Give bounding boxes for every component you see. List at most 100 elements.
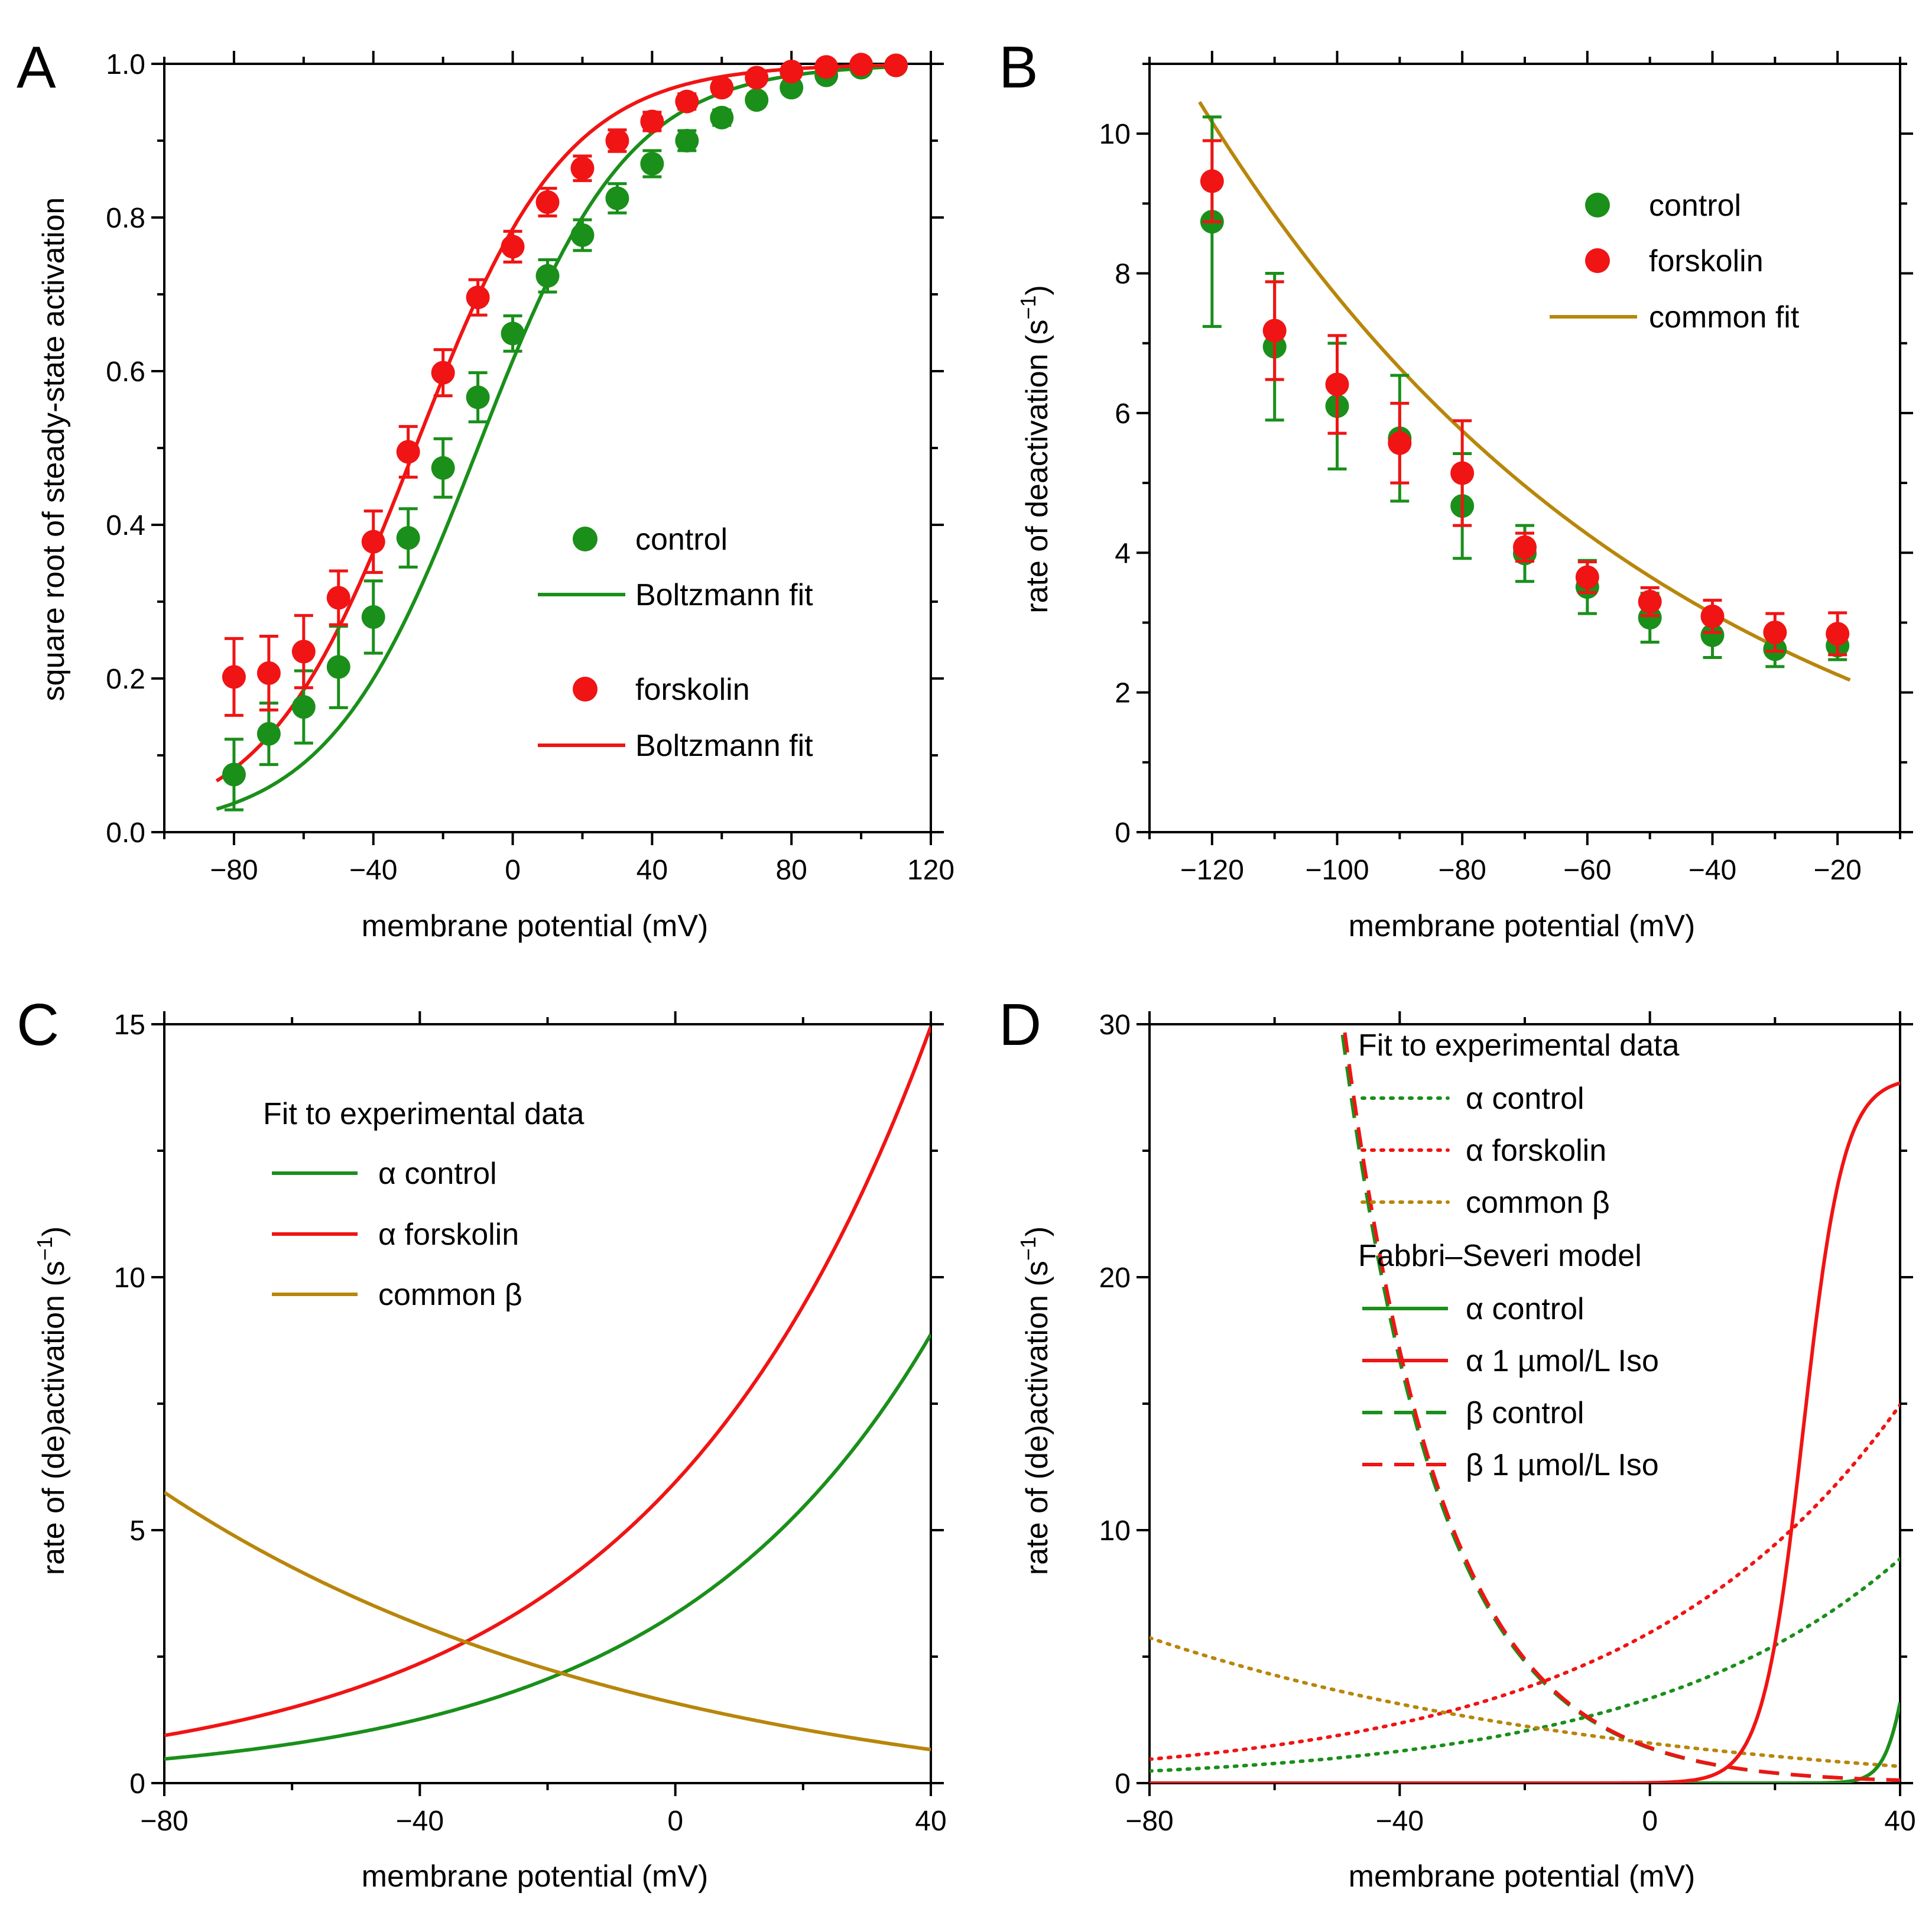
panel-c-series-line--control bbox=[164, 1333, 931, 1761]
panel-c-series-line-common- bbox=[164, 1491, 931, 1752]
panel-d-legend-model-alpha-control-label: α control bbox=[1466, 1292, 1584, 1326]
panel-d-legend-fit-alpha-forskolin-label: α forskolin bbox=[1466, 1134, 1606, 1168]
panel-c-y-tick-label: 5 bbox=[129, 1515, 145, 1547]
panel-c-legend-title: Fit to experimental data bbox=[263, 1097, 584, 1131]
panel-a-data-point-control bbox=[675, 129, 699, 152]
panel-letter-b: B bbox=[999, 34, 1038, 100]
panel-c-legend-alpha-control-label: α control bbox=[378, 1157, 497, 1191]
panel-c-legend-common-beta-label: common β bbox=[378, 1278, 522, 1312]
panel-d-x-tick-label: 0 bbox=[1642, 1806, 1658, 1837]
panel-b-y-tick-label: 10 bbox=[1099, 119, 1131, 150]
panel-a-data-point-forskolin bbox=[605, 129, 629, 152]
panel-a-y-tick-label: 0.2 bbox=[106, 664, 145, 695]
panel-c-y-axis-title-end: ) bbox=[37, 1226, 71, 1236]
panel-d-x-axis-title: membrane potential (mV) bbox=[1349, 1859, 1696, 1894]
panel-a-data-point-control bbox=[570, 223, 595, 247]
panel-c-y-tick-label: 10 bbox=[114, 1262, 145, 1294]
panel-a-y-tick-label: 0.8 bbox=[106, 203, 145, 234]
panel-a-data-point-control bbox=[605, 186, 629, 210]
panel-b-x-tick-label: −20 bbox=[1813, 855, 1861, 886]
panel-c-x-tick-label: 40 bbox=[915, 1806, 946, 1837]
panel-b-y-tick-label: 0 bbox=[1115, 817, 1131, 849]
panel-a-y-tick-label: 1.0 bbox=[106, 49, 145, 80]
panel-d-series-line--1-mol-l-iso bbox=[1150, 1081, 1900, 1783]
panel-a-data-point-control bbox=[466, 385, 490, 410]
panel-d-legend-fit-common-beta-label: common β bbox=[1466, 1186, 1610, 1220]
panel-d: D −80 −40 0 40 0 10 20 30 membrane potential (m… bbox=[999, 992, 1916, 1894]
panel-b-x-tick-label: −80 bbox=[1438, 855, 1486, 886]
panel-b-series-line-common-fit bbox=[1198, 100, 1851, 682]
panel-d-ticks: −80 −40 0 40 0 10 20 30 bbox=[1099, 1009, 1916, 1837]
panel-a-data-point-forskolin bbox=[849, 53, 874, 77]
panel-a-data-point-control bbox=[256, 722, 281, 746]
panel-a-data-point-forskolin bbox=[256, 661, 281, 685]
panel-c-x-tick-label: 0 bbox=[667, 1806, 683, 1837]
panel-a-legend-control-fit-label: Boltzmann fit bbox=[635, 578, 813, 612]
panel-d-y-axis-title: rate of (de)activation (s−1) bbox=[1016, 1226, 1055, 1575]
panel-a-data-point-forskolin bbox=[501, 235, 525, 259]
panel-d-x-tick-label: −40 bbox=[1376, 1806, 1424, 1837]
panel-a-data-point-forskolin bbox=[814, 55, 839, 79]
panel-a-data-point-control bbox=[431, 456, 455, 480]
panel-a-data-point-forskolin bbox=[710, 76, 734, 100]
panel-a-data-point-control bbox=[361, 605, 385, 629]
panel-a-data-point-control bbox=[291, 695, 316, 719]
panel-a-data-point-forskolin bbox=[326, 586, 350, 610]
panel-b-marks bbox=[1198, 100, 1851, 682]
panel-b-legend: control forskolin common fit bbox=[1550, 189, 1800, 335]
panel-a-data-point-forskolin bbox=[466, 285, 490, 310]
panel-d-legend: Fit to experimental data α control α for… bbox=[1358, 1028, 1679, 1482]
panel-b-legend-forskolin-marker bbox=[1585, 248, 1610, 273]
panel-a-data-point-forskolin bbox=[431, 361, 455, 385]
panel-c-y-axis-title-sup: −1 bbox=[33, 1236, 57, 1261]
panel-c-legend: Fit to experimental data α control α for… bbox=[263, 1097, 584, 1312]
panel-a-x-tick-label: −40 bbox=[349, 855, 397, 886]
panel-d-y-tick-label: 0 bbox=[1115, 1768, 1131, 1800]
panel-a-data-point-forskolin bbox=[535, 190, 560, 214]
panel-c-x-tick-label: −80 bbox=[140, 1806, 188, 1837]
panel-b-data-point-forskolin bbox=[1638, 590, 1662, 613]
panel-a-series-line-boltzmann-fit bbox=[215, 64, 896, 783]
panel-d-legend-model-beta-iso-label: β 1 µmol/L Iso bbox=[1466, 1448, 1659, 1482]
panel-d-series-line--1-mol-l-iso bbox=[1342, 1024, 1900, 1783]
panel-b-y-tick-label: 2 bbox=[1115, 678, 1131, 709]
panel-a-data-point-control bbox=[222, 762, 246, 787]
panel-c-series-line--forskolin bbox=[164, 1025, 931, 1738]
panel-b-axes-box bbox=[1148, 63, 1901, 833]
panel-b-data-point-control bbox=[1700, 623, 1725, 647]
panel-b-data-point-forskolin bbox=[1575, 565, 1599, 589]
panel-a-data-point-forskolin bbox=[291, 639, 316, 664]
panel-a-legend-forskolin-marker bbox=[573, 677, 598, 702]
panel-a-legend-forskolin-label: forskolin bbox=[635, 673, 750, 707]
panel-b-legend-forskolin-label: forskolin bbox=[1649, 244, 1764, 278]
panel-b-data-point-forskolin bbox=[1325, 372, 1349, 397]
panel-d-series-line-common- bbox=[1150, 1636, 1900, 1768]
panel-a-data-point-forskolin bbox=[675, 89, 699, 113]
panel-letter-d: D bbox=[999, 992, 1041, 1058]
panel-a-y-tick-label: 0.0 bbox=[106, 817, 145, 849]
panel-b-data-point-forskolin bbox=[1513, 535, 1537, 559]
panel-c-legend-alpha-forskolin-label: α forskolin bbox=[378, 1218, 519, 1252]
panel-d-legend-model-alpha-iso-label: α 1 µmol/L Iso bbox=[1466, 1344, 1659, 1378]
panel-b-y-tick-label: 6 bbox=[1115, 398, 1131, 430]
panel-a-data-point-control bbox=[710, 106, 734, 129]
panel-a-y-axis-title: square root of steady-state activation bbox=[37, 197, 71, 702]
panel-c-y-axis-title: rate of (de)activation (s−1) bbox=[33, 1226, 72, 1575]
panel-a-x-axis-title: membrane potential (mV) bbox=[362, 909, 709, 943]
panel-a-data-point-control bbox=[640, 152, 664, 176]
panel-b-y-tick-label: 4 bbox=[1115, 538, 1131, 569]
panel-b-legend-control-marker bbox=[1585, 193, 1610, 217]
panel-c-y-tick-label: 0 bbox=[129, 1768, 145, 1800]
panel-d-legend-title-model: Fabbri–Severi model bbox=[1358, 1239, 1642, 1273]
panel-a-data-point-control bbox=[745, 88, 769, 112]
panel-b-x-tick-label: −100 bbox=[1305, 855, 1369, 886]
panel-d-marks bbox=[1150, 1024, 1900, 1783]
panel-d-y-tick-label: 20 bbox=[1099, 1262, 1131, 1294]
panel-d-series-line--control bbox=[1150, 1702, 1900, 1783]
panel-b-x-tick-label: −120 bbox=[1180, 855, 1244, 886]
panel-a-legend-forskolin-fit-label: Boltzmann fit bbox=[635, 729, 813, 763]
panel-d-y-axis-title-end: ) bbox=[1020, 1226, 1054, 1236]
panel-b: B −120 −100 −80 −60 −40 −20 0 2 4 6 8 10 membrane p… bbox=[999, 34, 1913, 943]
panel-c-x-tick-label: −40 bbox=[396, 1806, 444, 1837]
